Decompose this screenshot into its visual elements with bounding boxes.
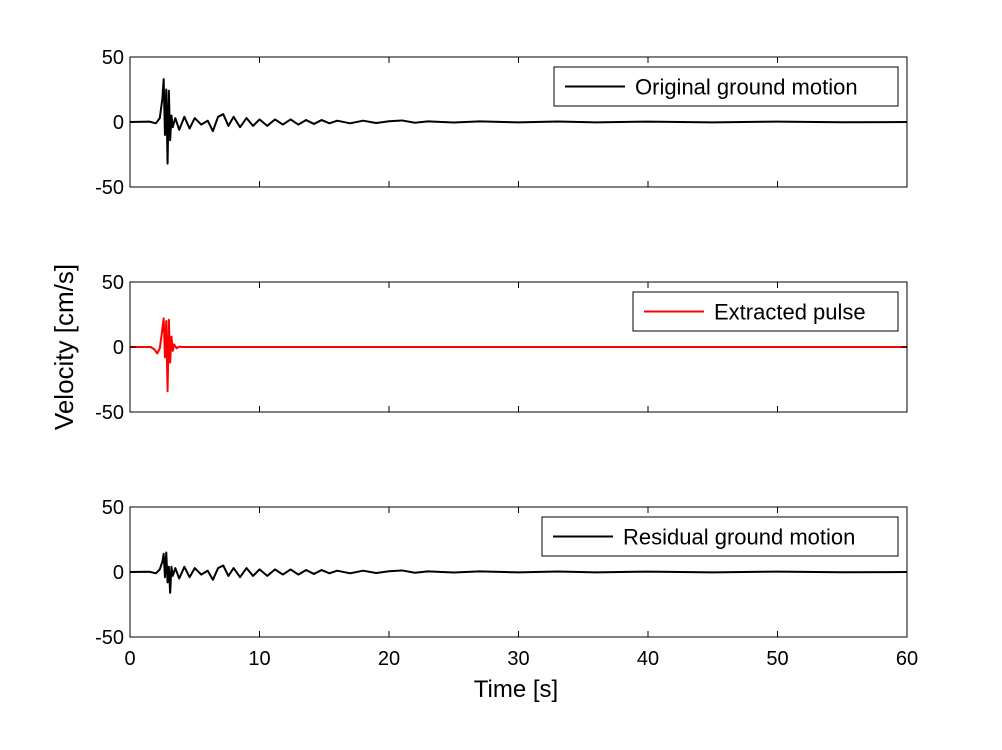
y-tick-label: -50 [95, 177, 124, 199]
y-tick-label: 0 [113, 562, 124, 584]
y-tick-label: -50 [95, 627, 124, 649]
legend-label: Residual ground motion [623, 525, 855, 550]
series-line [129, 78, 908, 165]
legend: Extracted pulse [632, 291, 899, 332]
y-tick-label: 50 [102, 272, 124, 294]
legend-label: Original ground motion [635, 75, 858, 100]
x-axis-label: Time [s] [474, 676, 558, 703]
x-tick-label: 60 [896, 648, 918, 670]
y-axis-label: Velocity [cm/s] [49, 264, 79, 430]
x-tick-label: 10 [248, 648, 270, 670]
series-line [130, 317, 907, 393]
y-tick-label: 0 [113, 337, 124, 359]
x-tick-label: 50 [766, 648, 788, 670]
legend-label: Extracted pulse [714, 300, 866, 325]
legend: Residual ground motion [541, 516, 899, 557]
series-line [129, 551, 908, 594]
x-tick-label: 20 [378, 648, 400, 670]
subplot-1: -50 0 50 Original ground motion [95, 47, 908, 199]
y-tick-label: 0 [113, 112, 124, 134]
x-tick-label: 0 [124, 648, 135, 670]
x-tick-label: 40 [637, 648, 659, 670]
legend: Original ground motion [553, 66, 899, 107]
y-tick-label: -50 [95, 402, 124, 424]
subplot-2: -50 0 50 Extracted pulse [95, 272, 908, 424]
x-tick-label: 30 [507, 648, 529, 670]
y-tick-label: 50 [102, 47, 124, 69]
y-tick-label: 50 [102, 497, 124, 519]
